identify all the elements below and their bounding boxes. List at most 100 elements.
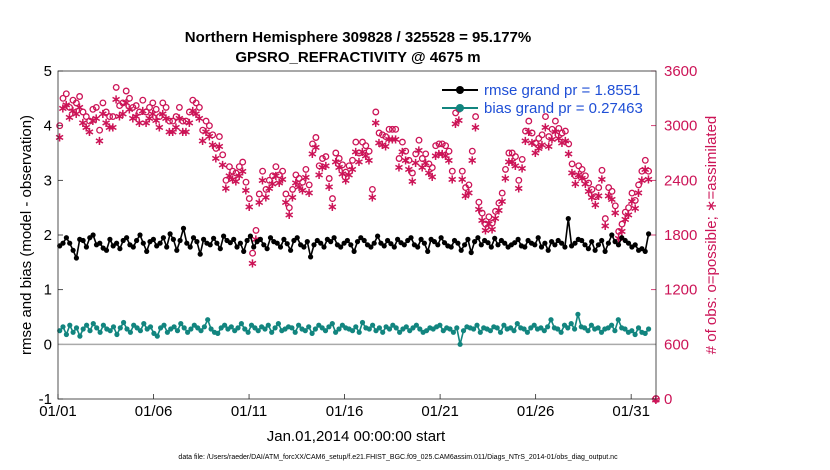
possible-obs-point <box>615 227 623 235</box>
assimilated-obs-point: ∗ <box>394 161 405 176</box>
possible-obs-point <box>126 94 133 102</box>
rmse-point <box>194 239 200 245</box>
possible-obs-point <box>385 125 393 133</box>
y-tick-label: 2 <box>44 227 52 244</box>
possible-obs-point <box>259 167 267 175</box>
assimilated-obs-point: ∗ <box>367 191 378 206</box>
assimilated-obs-point: ∗ <box>330 155 341 170</box>
bias-point <box>555 326 561 332</box>
rmse-point <box>559 240 565 246</box>
rmse-point <box>368 244 374 250</box>
possible-obs-point <box>638 167 646 175</box>
rmse-point <box>565 216 571 222</box>
possible-obs-point <box>502 165 509 173</box>
assimilated-obs-point: ∗ <box>467 153 478 168</box>
bias-point <box>322 328 329 334</box>
rmse-point <box>401 242 407 248</box>
bias-point <box>349 328 356 334</box>
possible-obs-point <box>575 162 583 170</box>
possible-obs-point <box>488 219 496 227</box>
bias-point <box>117 325 123 331</box>
possible-obs-point <box>408 169 416 177</box>
possible-obs-point <box>618 220 626 228</box>
y2-tick-label: 3000 <box>664 118 697 135</box>
bias-point <box>97 329 103 335</box>
possible-obs-point <box>122 87 130 95</box>
possible-obs-point <box>86 117 94 125</box>
bias-point <box>124 326 130 332</box>
possible-obs-point <box>518 155 526 163</box>
assimilated-obs-point: ∗ <box>397 145 408 160</box>
bias-point <box>137 328 143 334</box>
possible-obs-point <box>515 176 523 184</box>
x-tick-label: 01/31 <box>612 403 650 420</box>
assimilated-obs-point: ∗ <box>577 172 588 187</box>
rmse-point <box>512 240 518 246</box>
possible-obs-point <box>595 184 603 192</box>
assimilated-obs-point: ∗ <box>640 163 651 178</box>
bias-point <box>178 321 184 327</box>
bias-point <box>356 329 362 335</box>
possible-obs-point <box>398 138 406 146</box>
assimilated-obs-point: ∗ <box>417 161 428 176</box>
rmse-point <box>646 231 652 237</box>
rmse-point <box>244 237 250 244</box>
possible-obs-point <box>498 189 506 197</box>
assimilated-obs-point: ∗ <box>590 198 601 213</box>
assimilated-obs-point: ∗ <box>374 136 385 151</box>
rmse-point <box>301 244 307 250</box>
assimilated-obs-point: ∗ <box>410 156 421 171</box>
bias-point <box>289 325 295 331</box>
bias-point <box>309 330 315 336</box>
possible-obs-point <box>89 105 97 113</box>
bias-point <box>632 331 638 338</box>
assimilated-obs-point: ∗ <box>264 182 275 197</box>
bias-point <box>269 329 275 335</box>
assimilated-obs-point: ∗ <box>124 102 135 117</box>
possible-obs-point <box>215 133 223 141</box>
assimilated-obs-point: ∗ <box>244 200 255 215</box>
possible-obs-point <box>279 167 287 175</box>
rmse-point <box>140 240 146 246</box>
assimilated-obs-point: ∗ <box>533 142 544 157</box>
possible-obs-point <box>209 131 217 139</box>
bias-point <box>245 329 251 335</box>
assimilated-obs-point: ∗ <box>237 164 248 179</box>
rmse-point <box>251 244 257 250</box>
possible-obs-point <box>368 185 376 193</box>
possible-obs-point <box>588 185 596 193</box>
assimilated-obs-point: ∗ <box>523 125 534 140</box>
assimilated-obs-point: ∗ <box>503 155 514 170</box>
rmse-point <box>90 232 96 238</box>
possible-obs-point <box>152 105 160 113</box>
bias-point <box>235 325 241 331</box>
possible-obs-point <box>132 102 140 110</box>
assimilated-obs-point: ∗ <box>74 101 85 116</box>
bias-point <box>292 329 298 335</box>
rmse-point <box>130 244 136 250</box>
rmse-point <box>425 248 431 254</box>
assimilated-obs-point: ∗ <box>327 200 338 215</box>
rmse-point <box>274 240 280 246</box>
possible-obs-point <box>295 175 303 182</box>
assimilated-obs-point: ∗ <box>360 149 371 164</box>
assimilated-obs-point: ∗ <box>587 191 598 206</box>
bias-point <box>296 322 302 328</box>
rmse-point <box>395 236 401 242</box>
y2-tick-label: 1800 <box>664 227 697 244</box>
x-tick-label: 01/11 <box>231 403 267 420</box>
assimilated-obs-point: ∗ <box>164 125 175 140</box>
bias-point <box>164 329 170 335</box>
rmse-point <box>288 247 294 253</box>
rmse-point <box>174 247 180 253</box>
possible-obs-point <box>512 153 519 161</box>
rmse-point <box>257 236 263 242</box>
rmse-point <box>277 244 284 250</box>
rmse-point <box>321 244 327 250</box>
bias-point <box>437 322 443 328</box>
rmse-point <box>599 237 605 244</box>
rmse-point <box>431 239 437 245</box>
rmse-point <box>241 248 247 254</box>
possible-obs-point <box>581 172 589 180</box>
possible-obs-point <box>542 113 549 121</box>
